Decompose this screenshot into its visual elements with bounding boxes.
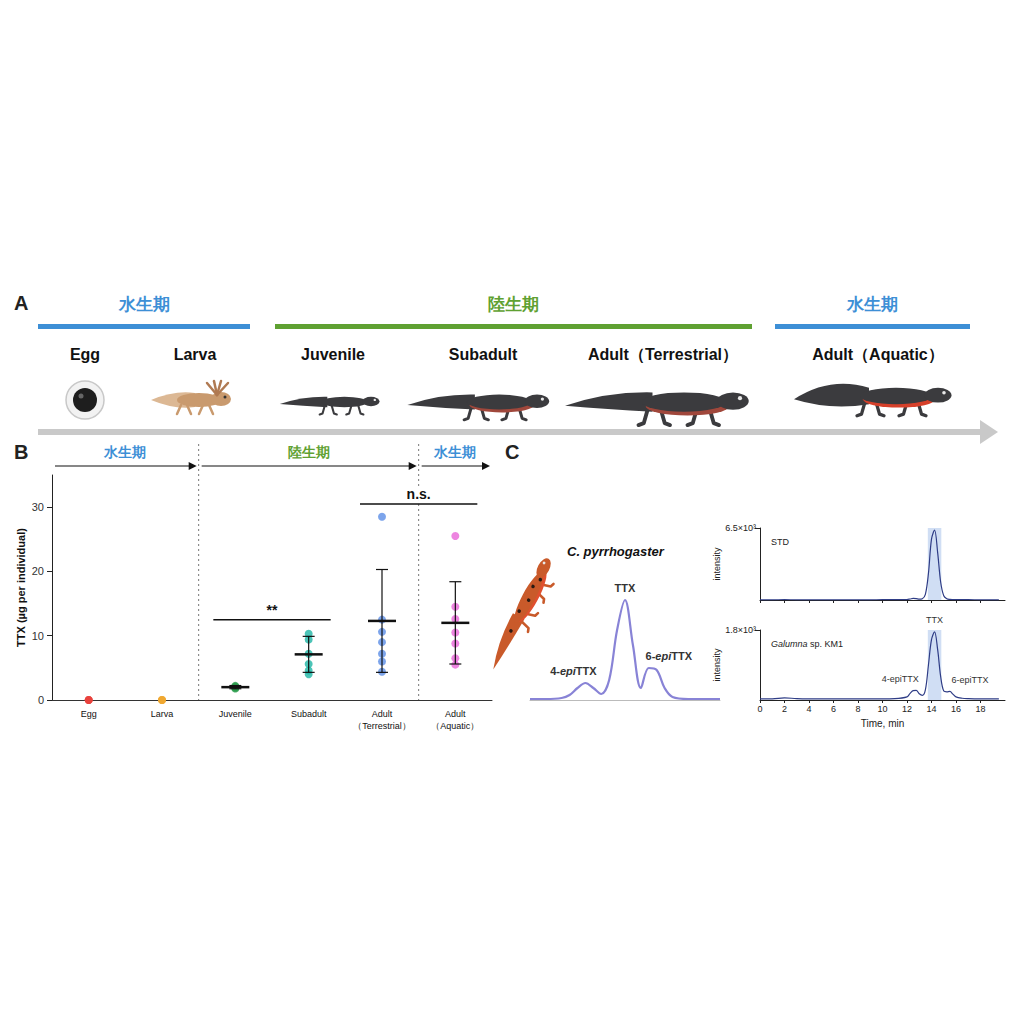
- svg-text:Larva: Larva: [151, 709, 174, 719]
- svg-text:12: 12: [902, 704, 912, 714]
- svg-text:Adult（Aquatic）: Adult（Aquatic）: [812, 346, 944, 364]
- svg-text:B: B: [14, 441, 28, 463]
- svg-text:0: 0: [38, 694, 44, 706]
- svg-text:Time, min: Time, min: [861, 718, 905, 729]
- svg-text:STD: STD: [771, 537, 790, 547]
- svg-text:30: 30: [32, 501, 44, 513]
- svg-text:TTX: TTX: [576, 665, 597, 677]
- svg-text:6: 6: [831, 704, 836, 714]
- svg-text:4: 4: [806, 704, 811, 714]
- svg-text:水生期: 水生期: [433, 444, 476, 460]
- svg-text:Galumna: Galumna: [771, 639, 808, 649]
- svg-text:intensity: intensity: [712, 547, 722, 581]
- svg-text:intensity: intensity: [712, 648, 722, 682]
- svg-text:Adult（Terrestrial）: Adult（Terrestrial）: [588, 346, 738, 364]
- svg-text:Adult: Adult: [372, 709, 393, 719]
- svg-text:16: 16: [951, 704, 961, 714]
- svg-text:4-epiTTX: 4-epiTTX: [882, 674, 919, 684]
- svg-text:0: 0: [757, 704, 762, 714]
- svg-text:TTX (µg per individual): TTX (µg per individual): [15, 528, 27, 647]
- svg-text:Larva: Larva: [174, 346, 217, 363]
- svg-text:2: 2: [782, 704, 787, 714]
- svg-text:20: 20: [32, 565, 44, 577]
- svg-text:10: 10: [32, 630, 44, 642]
- svg-text:6.5×10³: 6.5×10³: [725, 523, 756, 533]
- svg-text:陸生期: 陸生期: [488, 295, 539, 314]
- svg-text:C. pyrrhogaster: C. pyrrhogaster: [567, 544, 665, 559]
- svg-text:Subadult: Subadult: [291, 709, 327, 719]
- svg-text:14: 14: [926, 704, 936, 714]
- svg-text:水生期: 水生期: [103, 444, 146, 460]
- svg-text:（Terrestrial）: （Terrestrial）: [353, 721, 411, 731]
- svg-text:4-: 4-: [550, 665, 560, 677]
- svg-text:epi: epi: [560, 665, 577, 677]
- svg-text:epi: epi: [655, 650, 672, 662]
- svg-text:Egg: Egg: [81, 709, 97, 719]
- svg-text:（Aquatic）: （Aquatic）: [431, 721, 479, 731]
- svg-text:水生期: 水生期: [846, 295, 898, 314]
- svg-text:TTX: TTX: [615, 582, 636, 594]
- svg-text:10: 10: [877, 704, 887, 714]
- svg-text:6-epiTTX: 6-epiTTX: [951, 675, 988, 685]
- svg-text:Adult: Adult: [445, 709, 466, 719]
- svg-text:Subadult: Subadult: [449, 346, 518, 363]
- svg-text:A: A: [14, 292, 28, 314]
- svg-text:8: 8: [855, 704, 860, 714]
- svg-text:n.s.: n.s.: [407, 486, 431, 502]
- svg-text:C: C: [505, 441, 519, 463]
- svg-text:Egg: Egg: [70, 346, 100, 363]
- svg-text:TTX: TTX: [671, 650, 692, 662]
- svg-text:Juvenile: Juvenile: [301, 346, 365, 363]
- svg-text:TTX: TTX: [926, 615, 943, 625]
- svg-text:1.8×10³: 1.8×10³: [725, 625, 756, 635]
- svg-text:Juvenile: Juvenile: [219, 709, 252, 719]
- svg-text:18: 18: [975, 704, 985, 714]
- svg-text:6-: 6-: [646, 650, 656, 662]
- svg-text:水生期: 水生期: [118, 295, 170, 314]
- svg-text:陸生期: 陸生期: [288, 444, 330, 460]
- svg-text:**: **: [267, 602, 278, 618]
- svg-text:sp. KM1: sp. KM1: [808, 639, 844, 649]
